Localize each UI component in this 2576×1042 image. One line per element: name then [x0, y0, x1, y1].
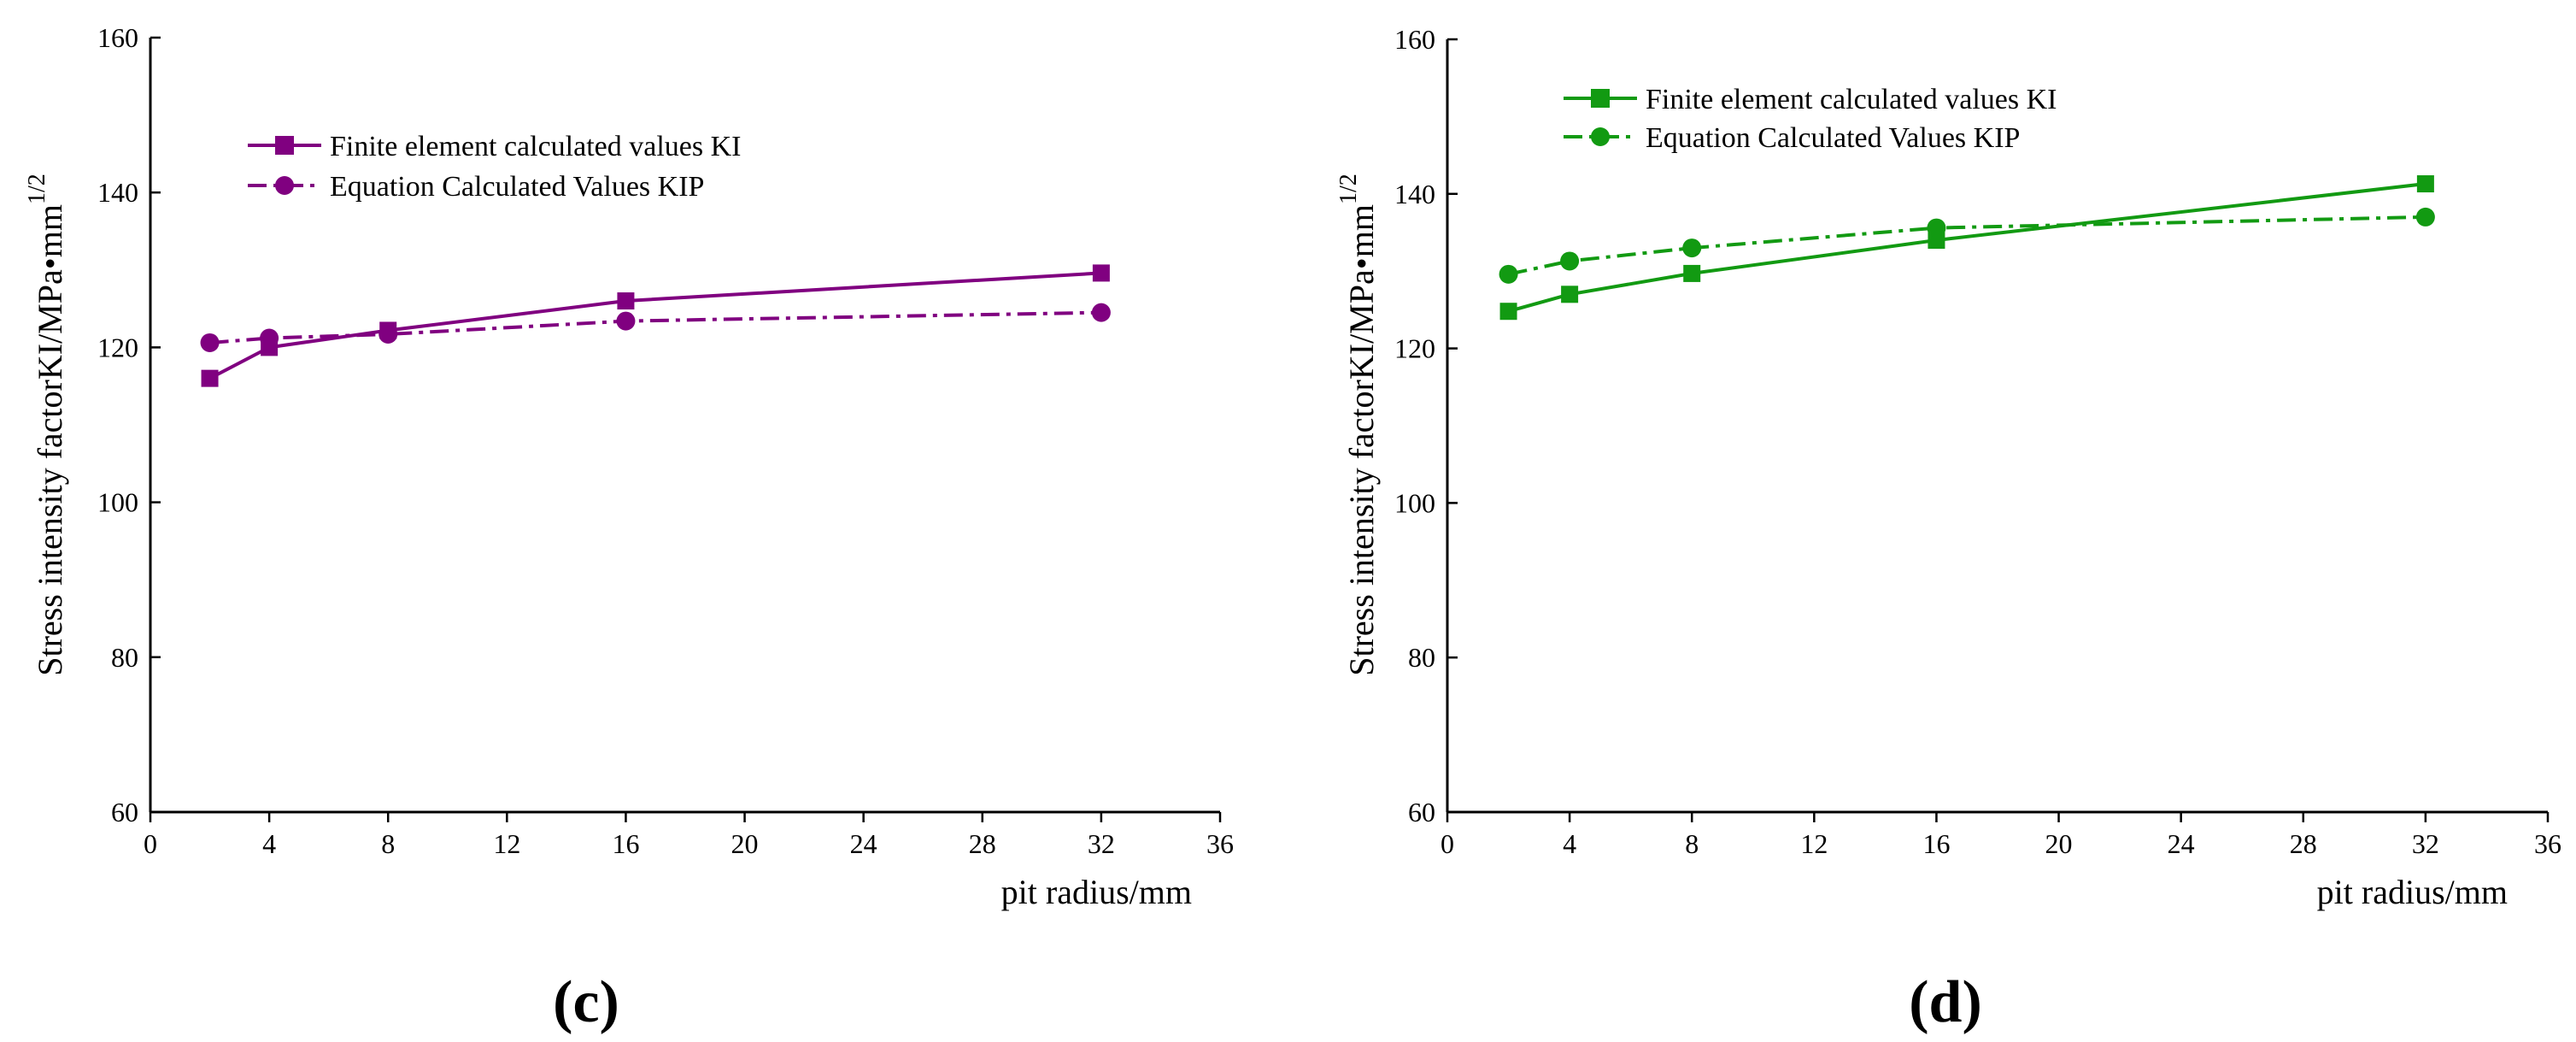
y-tick-label: 120	[1394, 333, 1435, 364]
legend-entry-kip: Equation Calculated Values KIP	[248, 171, 704, 203]
y-axis-title-superscript: 1/2	[1335, 174, 1362, 204]
series-line-ki	[1508, 182, 2426, 314]
x-axis-ticks: 0 4 8 12 16 20 24 28 32 36	[1441, 812, 2561, 859]
x-tick-label: 20	[2045, 828, 2073, 859]
y-tick-label: 80	[1408, 642, 1435, 673]
x-tick-label: 12	[1800, 828, 1828, 859]
x-tick-label: 28	[2290, 828, 2317, 859]
y-axis-ticks: 60 80 100 120 140 160	[1394, 24, 1458, 827]
y-axis-title: Stress intensity factorKI/MPa•mm1/2	[24, 174, 69, 676]
x-tick-label: 24	[850, 828, 877, 859]
legend-marker-circle	[275, 176, 294, 195]
x-tick-label: 4	[262, 828, 276, 859]
x-tick-label: 36	[1206, 828, 1234, 859]
series-line-kip	[1508, 215, 2426, 276]
legend-entry-ki: Finite element calculated values KI	[248, 131, 741, 162]
series-layer	[200, 264, 1111, 387]
y-tick-label: 60	[1408, 797, 1435, 827]
x-axis-ticks: 0 4 8 12 16 20 24 28 32 36	[144, 812, 1234, 859]
legend-label-kip: Equation Calculated Values KIP	[330, 171, 704, 203]
legend: Finite element calculated values KI Equa…	[248, 131, 741, 203]
x-tick-label: 36	[2534, 828, 2561, 859]
chart-panel-c: 0 4 8 12 16 20 24 28 32 36 60 80 100 120 140 160 Finit…	[24, 22, 1234, 1035]
panel-label-c: (c)	[553, 969, 619, 1035]
y-tick-label: 120	[97, 332, 138, 362]
x-tick-label: 4	[1563, 828, 1576, 859]
x-tick-label: 0	[1441, 828, 1454, 859]
data-point-circle	[1499, 264, 1518, 284]
x-tick-label: 24	[2168, 828, 2195, 859]
data-point-square	[201, 369, 219, 387]
chart-panel-d: 0 4 8 12 16 20 24 28 32 36 60 80 100 120 140 160 Finit…	[1335, 24, 2561, 1035]
x-tick-label: 8	[1685, 828, 1699, 859]
legend-entry-ki: Finite element calculated values KI	[1564, 84, 2057, 115]
x-tick-label: 8	[381, 828, 395, 859]
data-point-circle	[378, 324, 398, 344]
data-point-circle	[2415, 207, 2435, 227]
series-layer	[1499, 175, 2435, 321]
x-tick-label: 0	[144, 828, 157, 859]
y-axis-title: Stress intensity factorKI/MPa•mm1/2	[1335, 174, 1381, 676]
data-point-circle	[1091, 303, 1111, 322]
y-axis-title-main: Stress intensity factorKI/MPa•mm	[1342, 204, 1381, 676]
legend-label-kip: Equation Calculated Values KIP	[1646, 122, 2020, 154]
panel-label-d: (d)	[1909, 969, 1982, 1035]
data-point-square	[1092, 264, 1110, 282]
data-point-circle	[1682, 238, 1702, 258]
x-tick-label: 20	[731, 828, 759, 859]
x-tick-label: 16	[612, 828, 639, 859]
data-point-circle	[616, 311, 636, 331]
x-tick-label: 12	[493, 828, 520, 859]
y-tick-label: 160	[97, 22, 138, 53]
y-axis-ticks: 60 80 100 120 140 160	[97, 22, 161, 827]
data-point-square	[617, 292, 635, 310]
x-tick-label: 32	[1088, 828, 1115, 859]
data-point-square	[1499, 303, 1517, 321]
legend-label-ki: Finite element calculated values KI	[1646, 84, 2057, 115]
legend-marker-square	[275, 136, 294, 155]
legend-label-ki: Finite element calculated values KI	[330, 131, 741, 162]
x-tick-label: 16	[1922, 828, 1950, 859]
y-tick-label: 100	[1394, 487, 1435, 518]
y-axis-title-main: Stress intensity factorKI/MPa•mm	[31, 204, 69, 676]
data-point-circle	[1927, 218, 1946, 238]
y-tick-label: 100	[97, 487, 138, 518]
y-tick-label: 60	[111, 797, 138, 827]
x-axis-title: pit radius/mm	[1001, 873, 1192, 911]
series-line-ki	[208, 271, 1102, 380]
legend-entry-kip: Equation Calculated Values KIP	[1564, 122, 2020, 154]
y-tick-label: 140	[1394, 179, 1435, 209]
y-tick-label: 80	[111, 642, 138, 673]
data-point-square	[2416, 175, 2434, 193]
series-line-kip	[209, 310, 1101, 344]
legend-marker-square	[1591, 89, 1610, 108]
legend: Finite element calculated values KI Equa…	[1564, 84, 2057, 154]
data-point-square	[1683, 264, 1701, 282]
y-tick-label: 140	[97, 177, 138, 208]
data-point-circle	[200, 333, 220, 352]
legend-marker-circle	[1591, 127, 1610, 146]
plot-area	[1447, 39, 2548, 812]
x-tick-label: 32	[2412, 828, 2439, 859]
data-point-square	[1561, 286, 1579, 303]
x-axis-title: pit radius/mm	[2317, 873, 2508, 911]
y-tick-label: 160	[1394, 24, 1435, 55]
data-point-circle	[1560, 251, 1580, 271]
y-axis-title-superscript: 1/2	[24, 174, 50, 204]
data-point-circle	[260, 328, 279, 348]
x-tick-label: 28	[969, 828, 996, 859]
